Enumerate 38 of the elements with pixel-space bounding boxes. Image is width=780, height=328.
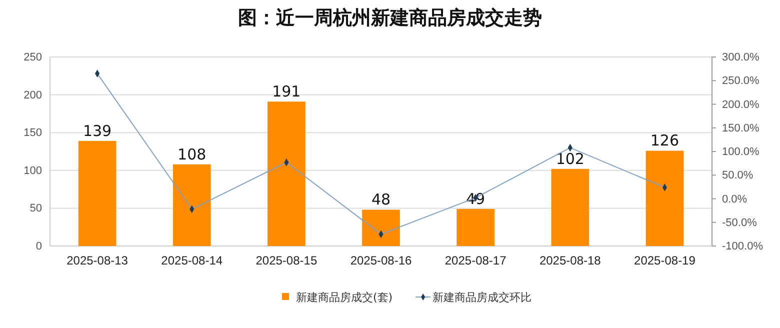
y2-tick-label: -50.0% <box>722 216 758 229</box>
x-tick-label: 2025-08-19 <box>634 254 696 268</box>
data-label: 191 <box>272 82 301 101</box>
y2-tick-label: 0.0% <box>722 193 748 206</box>
x-tick-label: 2025-08-16 <box>350 254 412 268</box>
y-tick-label: 250 <box>24 52 42 64</box>
y2-tick-label: 150.0% <box>722 122 760 134</box>
legend-label: 新建商品房成交(套) <box>296 291 393 304</box>
y2-tick-label: 100.0% <box>722 146 760 158</box>
bar <box>172 164 211 246</box>
bar <box>268 102 306 246</box>
chart-title: 图：近一周杭州新建商品房成交走势 <box>238 7 542 29</box>
data-label: 102 <box>556 150 584 168</box>
data-label: 139 <box>82 122 112 140</box>
legend-label: 新建商品房成交环比 <box>432 291 532 304</box>
data-label: 126 <box>650 132 680 150</box>
data-label: 108 <box>178 145 206 164</box>
y2-tick-label: 250.0% <box>722 75 760 88</box>
bar <box>646 150 684 246</box>
y2-tick-label: 200.0% <box>722 98 760 111</box>
bar <box>362 210 400 246</box>
y2-tick-label: -100.0% <box>722 240 764 253</box>
y-tick-label: 150 <box>24 127 42 140</box>
y2-tick-label: 50.0% <box>722 170 754 182</box>
bar <box>551 168 590 246</box>
y-tick-label: 200 <box>24 89 42 102</box>
x-tick-label: 2025-08-18 <box>539 254 602 268</box>
x-tick-label: 2025-08-17 <box>444 254 507 268</box>
y-tick-label: 50 <box>30 202 42 215</box>
bar <box>456 208 494 246</box>
y-tick-label: 0 <box>36 240 42 253</box>
x-tick-label: 2025-08-14 <box>161 254 223 268</box>
x-tick-label: 2025-08-15 <box>256 254 318 268</box>
y2-tick-label: 300.0% <box>722 52 760 64</box>
data-label: 48 <box>371 190 391 209</box>
y-tick-label: 100 <box>24 164 42 177</box>
x-tick-label: 2025-08-13 <box>66 254 128 268</box>
bar <box>78 140 116 246</box>
